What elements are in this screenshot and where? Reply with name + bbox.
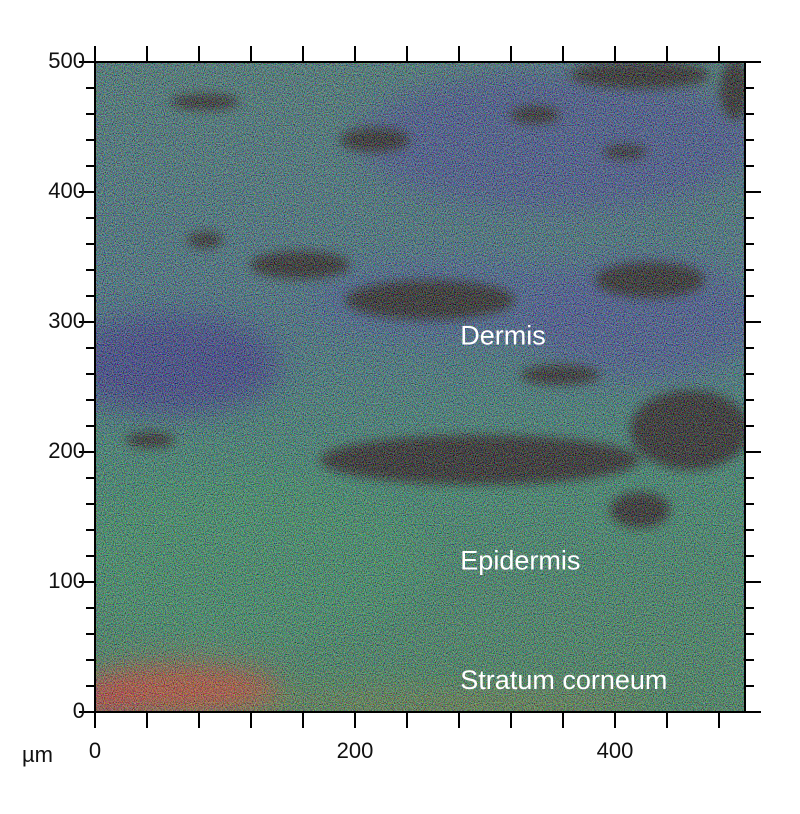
y-tick-label: 200 <box>48 438 85 463</box>
x-tick-label: 200 <box>337 738 374 763</box>
y-tick-label: 0 <box>73 698 85 723</box>
y-tick-label: 100 <box>48 568 85 593</box>
annotation: Stratum corneum <box>460 665 667 695</box>
x-tick-label: 0 <box>89 738 101 763</box>
y-tick-label: 300 <box>48 308 85 333</box>
micrograph <box>95 62 745 712</box>
x-tick-label: 400 <box>597 738 634 763</box>
annotation: Epidermis <box>460 546 580 576</box>
plot-frame <box>94 61 746 713</box>
y-tick-label: 500 <box>48 48 85 73</box>
y-tick-label: 400 <box>48 178 85 203</box>
x-axis-label: µm <box>22 742 53 767</box>
annotation: Dermis <box>460 321 546 351</box>
